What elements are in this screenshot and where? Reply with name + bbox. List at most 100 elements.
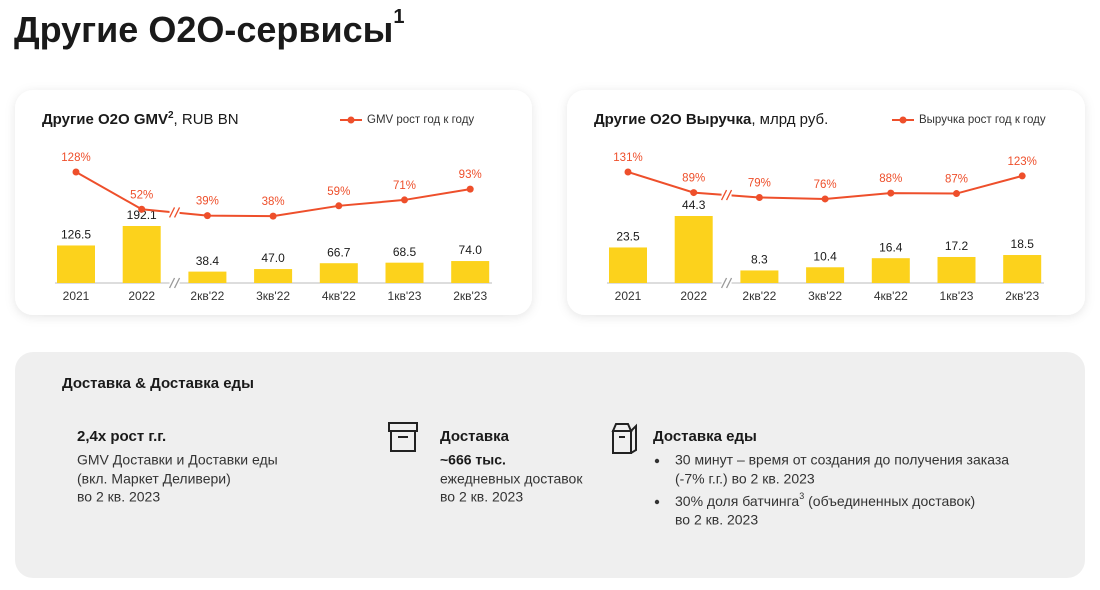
bar-value-label: 18.5 <box>1011 237 1035 251</box>
bar <box>122 226 161 283</box>
bar <box>319 263 358 283</box>
col-heading: Доставка еды <box>653 428 757 445</box>
slide-title: Другие O2O-сервисы1 <box>14 6 405 49</box>
bar-value-label: 74.0 <box>459 243 483 257</box>
col-line: во 2 кв. 2023 <box>440 489 523 505</box>
col-line: ежедневных доставок <box>440 471 583 487</box>
bar-value-label: 8.3 <box>751 253 768 267</box>
bullet-line: (-7% г.г.) во 2 кв. 2023 <box>675 471 815 487</box>
break-mark <box>173 277 181 289</box>
bar-value-label: 23.5 <box>616 230 640 244</box>
bar-value-label: 68.5 <box>393 245 417 259</box>
break-mark <box>720 189 728 201</box>
line-point <box>72 168 80 176</box>
bullet <box>654 458 660 464</box>
x-tick-label: 2кв'23 <box>1005 289 1039 303</box>
break-mark <box>720 277 728 289</box>
break-gap <box>169 277 180 289</box>
bar-value-label: 10.4 <box>813 249 837 263</box>
x-tick-label: 1кв'23 <box>940 289 974 303</box>
x-tick-label: 2кв'22 <box>742 289 776 303</box>
x-tick-label: 4кв'22 <box>874 289 908 303</box>
line-point <box>887 189 895 197</box>
bar <box>1003 255 1042 283</box>
bar <box>609 247 647 283</box>
line-point <box>690 189 698 197</box>
line-value-label: 38% <box>262 196 285 208</box>
line-point <box>269 212 277 220</box>
bar <box>937 256 976 283</box>
panel-title: Доставка & Доставка еды <box>62 375 254 392</box>
line-point <box>1018 172 1026 180</box>
line-point <box>203 212 211 220</box>
chart-title: Другие O2O Выручка, млрд руб. <box>594 111 828 128</box>
legend-dot <box>899 116 907 124</box>
bullet <box>654 499 660 505</box>
bullet-text-main: 30% доля батчинга <box>675 493 799 509</box>
x-tick-label: 2022 <box>128 289 155 303</box>
line-value-label: 123% <box>1007 156 1036 168</box>
panel <box>15 352 1085 578</box>
line-point <box>335 202 343 210</box>
chart-title-text: Другие O2O GMV <box>42 111 168 128</box>
bar <box>806 267 845 283</box>
x-tick-label: 2022 <box>680 289 707 303</box>
x-tick-label: 4кв'22 <box>322 289 356 303</box>
line-value-label: 59% <box>327 186 350 198</box>
legend-dot <box>347 116 355 124</box>
col-line: GMV Доставки и Доставки еды <box>77 452 278 468</box>
break-mark <box>725 277 733 289</box>
line-point <box>624 168 632 176</box>
x-tick-label: 2кв'23 <box>453 289 487 303</box>
bar-value-label: 126.5 <box>61 228 91 242</box>
col-highlight: ~666 тыс. <box>440 452 506 468</box>
slide-title-text: Другие O2O-сервисы <box>14 9 393 50</box>
bar-value-label: 47.0 <box>261 251 285 265</box>
bar-value-label: 44.3 <box>682 198 706 212</box>
chart-title-suffix: , RUB BN <box>174 111 239 128</box>
line-value-label: 52% <box>130 189 153 201</box>
bullet-text: 30 минут – время от создания до получени… <box>675 452 1009 468</box>
line-value-label: 79% <box>748 178 771 190</box>
bullet-text-after: (объединенных доставок) <box>804 493 975 509</box>
bar <box>57 245 95 283</box>
line-point <box>401 196 408 204</box>
col-heading: 2,4x рост г.г. <box>77 428 166 445</box>
bar-value-label: 192.1 <box>127 208 157 222</box>
col-line: во 2 кв. 2023 <box>77 489 160 505</box>
line-value-label: 131% <box>613 152 642 164</box>
line-point <box>138 205 146 213</box>
line-value-label: 39% <box>196 196 219 208</box>
col-heading: Доставка <box>440 428 510 445</box>
break-mark <box>168 207 176 218</box>
line-value-label: 87% <box>945 174 968 186</box>
line-value-label: 128% <box>61 152 90 164</box>
bar-value-label: 66.7 <box>327 245 351 259</box>
x-tick-label: 1кв'23 <box>388 289 422 303</box>
line-point <box>466 185 474 193</box>
break-gap <box>169 206 180 219</box>
slide-title-sup: 1 <box>393 6 404 28</box>
line-value-label: 89% <box>682 173 705 185</box>
bar <box>674 216 713 283</box>
chart-title-text: Другие O2O Выручка <box>594 111 752 128</box>
line-value-label: 76% <box>814 179 837 191</box>
box-icon <box>388 422 418 452</box>
break-mark <box>173 207 181 218</box>
line-value-label: 88% <box>879 173 902 185</box>
line-point <box>755 193 763 201</box>
chart-title-suffix: , млрд руб. <box>751 111 828 128</box>
bar <box>451 261 490 283</box>
legend-label: GMV рост год к году <box>367 114 474 126</box>
bar-value-label: 17.2 <box>945 239 969 253</box>
x-tick-label: 2кв'22 <box>190 289 224 303</box>
bar-value-label: 16.4 <box>879 240 903 254</box>
line-value-label: 71% <box>393 180 416 192</box>
bar <box>385 262 424 283</box>
legend-label: Выручка рост год к году <box>919 114 1046 126</box>
bar <box>871 258 910 283</box>
chart-title: Другие O2O GMV2, RUB BN <box>42 110 239 128</box>
col-line: (вкл. Маркет Деливери) <box>77 471 231 487</box>
bullet-text: 30% доля батчинга3 (объединенных доставо… <box>675 491 975 508</box>
